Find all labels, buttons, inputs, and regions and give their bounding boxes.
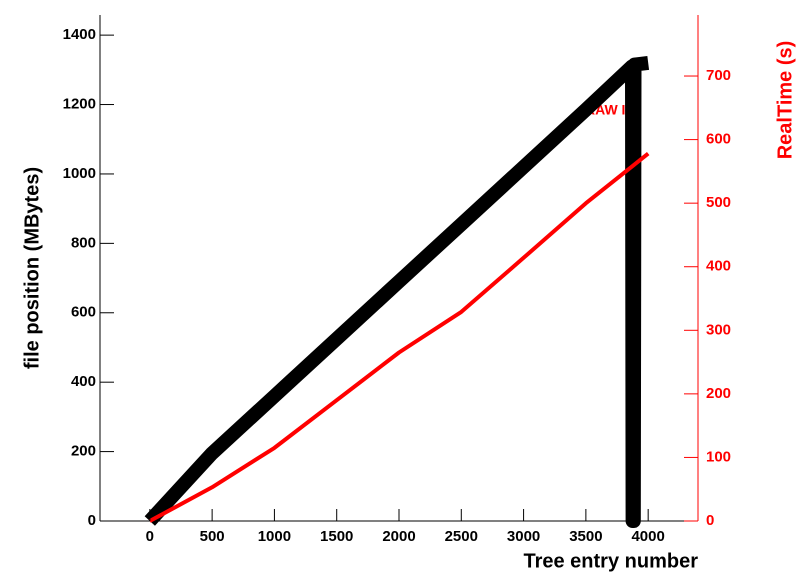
y2-tick-label: 700 [706,67,731,84]
y2-tick-label: 400 [706,258,731,275]
x-tick-label: 1000 [258,528,291,545]
y-tick-label: 0 [88,512,96,529]
y2-tick-label: 200 [706,385,731,402]
x-tick-label: 3500 [569,528,602,545]
y-tick-label: 400 [71,373,96,390]
y-tick-label: 600 [71,304,96,321]
x-tick-label: 2000 [382,528,415,545]
y2-tick-label: 100 [706,448,731,465]
x-tick-label: 500 [200,528,225,545]
y-tick-label: 800 [71,234,96,251]
y2-tick-label: 600 [706,131,731,148]
y-tick-label: 1000 [63,165,96,182]
y-axis-title: file position (MBytes) [21,167,43,369]
x-tick-label: 3000 [507,528,540,545]
y-tick-label: 200 [71,443,96,460]
x-axis-title: Tree entry number [523,550,698,572]
y2-axis-title: RealTime (s) [774,41,796,160]
x-tick-label: 4000 [631,528,664,545]
x-tick-label: 1500 [320,528,353,545]
x-tick-label: 0 [146,528,154,545]
y2-tick-label: 0 [706,512,714,529]
series-line [148,152,650,523]
y2-tick-label: 500 [706,194,731,211]
series-line [144,55,650,528]
y-tick-label: 1400 [63,26,96,43]
x-tick-label: 2500 [445,528,478,545]
y2-tick-label: 300 [706,321,731,338]
y-tick-label: 1200 [63,96,96,113]
